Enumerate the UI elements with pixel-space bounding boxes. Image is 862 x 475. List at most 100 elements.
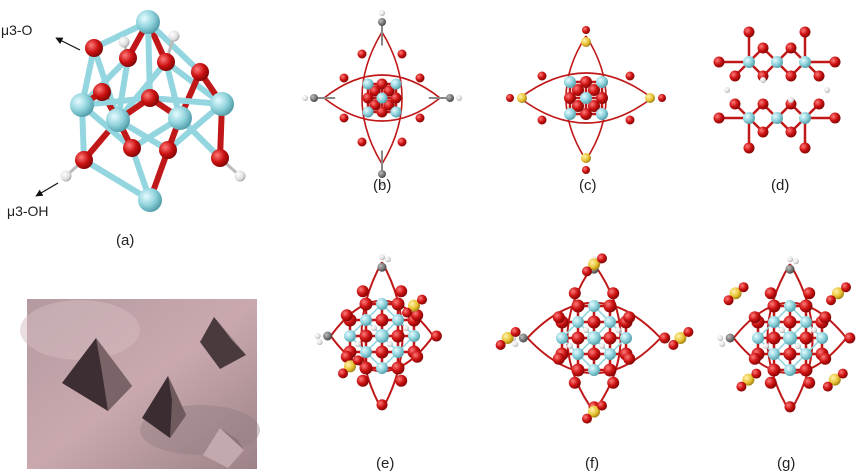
oxygen-atom [571,363,585,377]
oxygen-atom [402,307,412,318]
oxygen-atom [397,137,407,147]
oxygen-atom [339,113,349,123]
hydrogen-atom [456,95,462,101]
oxygen-atom [607,287,620,300]
cluster-e-structure [314,254,442,411]
oxygen-atom [191,63,209,81]
bond [115,59,169,123]
hydrogen-atom [355,341,361,347]
zr-atom [392,314,404,326]
zr-atom [799,112,811,124]
oxygen-atom [625,71,635,81]
hydrogen-atom [379,180,385,186]
sulfur-atom [501,332,514,344]
arrow-icon [55,37,81,51]
oxygen-atom [582,413,592,424]
oxygen-atom [723,295,734,306]
carbon-atom [446,94,454,102]
hydrogen-atom [779,327,785,333]
oxygen-atom [356,285,369,298]
oxygen-atom [571,331,585,345]
cluster-c-structure [506,26,666,174]
zr-atom [344,330,356,342]
oxygen-atom [803,376,816,389]
oxygen-atom [568,287,581,300]
zr-atom [408,330,420,342]
zr-atom [771,56,783,68]
zr-atom [70,93,94,117]
zr-atom [771,112,783,124]
sulfur-atom [581,37,591,47]
oxygen-atom [799,299,813,313]
oxygen-atom [748,352,761,365]
oxygen-atom [552,311,565,324]
oxygen-atom [391,297,405,311]
zr-atom [587,331,601,345]
oxygen-atom [587,347,601,361]
sulfur-atom [588,405,600,418]
hydrogen-atom [60,170,72,182]
hydrogen-atom [234,170,246,182]
oxygen-atom [729,70,741,82]
oxygen-atom [799,363,813,377]
hydrogen-atom [168,30,180,42]
zr-atom [572,316,584,328]
sulfur-atom [729,287,742,300]
oxygen-atom [391,329,405,343]
hydrogen-atom [793,258,799,265]
oxygen-atom [623,311,636,324]
oxygen-atom [785,126,797,138]
oxygen-atom [411,309,424,322]
zr-atom [620,332,632,344]
oxygen-atom [803,287,816,300]
oxygen-atom [783,315,797,329]
hydrogen-atom [795,343,801,349]
panel-label-b: (b) [373,177,392,194]
hydrogen-atom [615,327,621,333]
hydrogen-atom [567,343,573,349]
zr-atom [784,364,796,376]
zr-atom [376,362,388,374]
zr-atom [743,56,755,68]
oxygen-atom [603,331,617,345]
hydrogen-atom [379,10,385,16]
oxygen-atom [395,374,408,387]
oxygen-atom [375,345,389,359]
oxygen-atom [799,331,813,345]
hydrogen-atom [824,87,830,93]
zr-atom [136,10,160,34]
oxygen-atom [123,139,141,157]
oxygen-atom [587,315,601,329]
hydrogen-atom [379,254,385,261]
oxygen-atom [93,83,111,101]
bond [145,19,203,75]
oxygen-atom [211,149,229,167]
oxygen-atom [582,26,590,34]
oxygen-atom [748,311,761,324]
sulfur-atom [828,373,841,386]
oxygen-atom [658,94,666,102]
bond [361,31,383,165]
hydrogen-atom [387,341,393,347]
oxygen-atom [785,98,797,110]
oxygen-atom [829,112,841,124]
oxygen-atom [844,332,856,344]
oxygen-atom [430,330,442,342]
oxygen-atom [572,100,584,112]
zr-atom [604,348,616,360]
oxygen-atom [119,49,137,67]
oxygen-atom [359,297,373,311]
oxygen-atom [597,400,607,411]
oxygen-atom [415,113,425,123]
panel-label-e: (e) [376,455,395,472]
oxygen-atom [668,340,679,350]
hydrogen-atom [787,256,793,263]
zr-atom [588,300,600,312]
sulfur-atom [742,373,755,386]
zr-atom [799,56,811,68]
oxygen-atom [813,70,825,82]
hydrogen-atom [717,335,724,341]
zr-atom [784,300,796,312]
hydrogen-atom [316,339,323,345]
